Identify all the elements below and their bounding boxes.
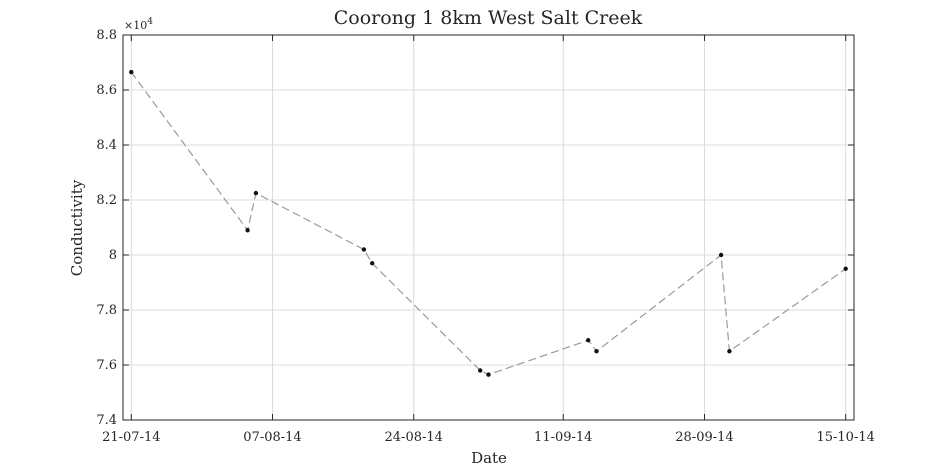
- data-point: [129, 69, 134, 75]
- y-tick-label: 7.4: [96, 413, 117, 428]
- grid: [123, 34, 854, 421]
- y-tick-label: 7.6: [96, 358, 117, 373]
- plot-frame: [122, 34, 855, 421]
- data-point: [718, 252, 724, 258]
- x-tick-label: 28-09-14: [675, 430, 733, 445]
- y-axis-label: Conductivity: [68, 179, 86, 276]
- data-point: [253, 190, 259, 196]
- y-tick-label: 8.2: [96, 193, 117, 208]
- series: [129, 69, 848, 377]
- data-point: [486, 372, 491, 377]
- y-tick-label: 8: [109, 248, 117, 263]
- y-exponent-base: ×10: [124, 19, 147, 32]
- x-tick-label: 15-10-14: [816, 430, 874, 445]
- y-exponent: ×104: [124, 17, 153, 32]
- series-line: [130, 71, 847, 376]
- y-tick-label: 8.4: [96, 138, 117, 153]
- x-tick-label: 21-07-14: [102, 430, 160, 445]
- y-tick-label: 8.8: [96, 28, 117, 43]
- y-tick-label: 8.6: [96, 83, 117, 98]
- chart-title: Coorong 1 8km West Salt Creek: [334, 7, 643, 29]
- y-exponent-power: 4: [147, 17, 153, 27]
- data-point: [361, 247, 367, 252]
- data-point: [245, 228, 250, 233]
- data-point: [370, 261, 375, 266]
- axis-ticks: 21-07-14 07-08-14 24-08-14 11-09-14 28-09-14…: [96, 28, 875, 445]
- data-point: [594, 349, 599, 354]
- x-tick-label: 11-09-14: [534, 430, 592, 445]
- x-axis-label: Date: [471, 449, 507, 467]
- data-point: [843, 266, 848, 271]
- x-tick-label: 07-08-14: [243, 430, 301, 445]
- y-tick-label: 7.8: [96, 303, 117, 318]
- svg-text:×104: ×104: [124, 17, 153, 32]
- data-point: [727, 349, 732, 354]
- data-point: [477, 368, 483, 373]
- x-tick-label: 24-08-14: [385, 430, 443, 445]
- data-point: [585, 338, 591, 343]
